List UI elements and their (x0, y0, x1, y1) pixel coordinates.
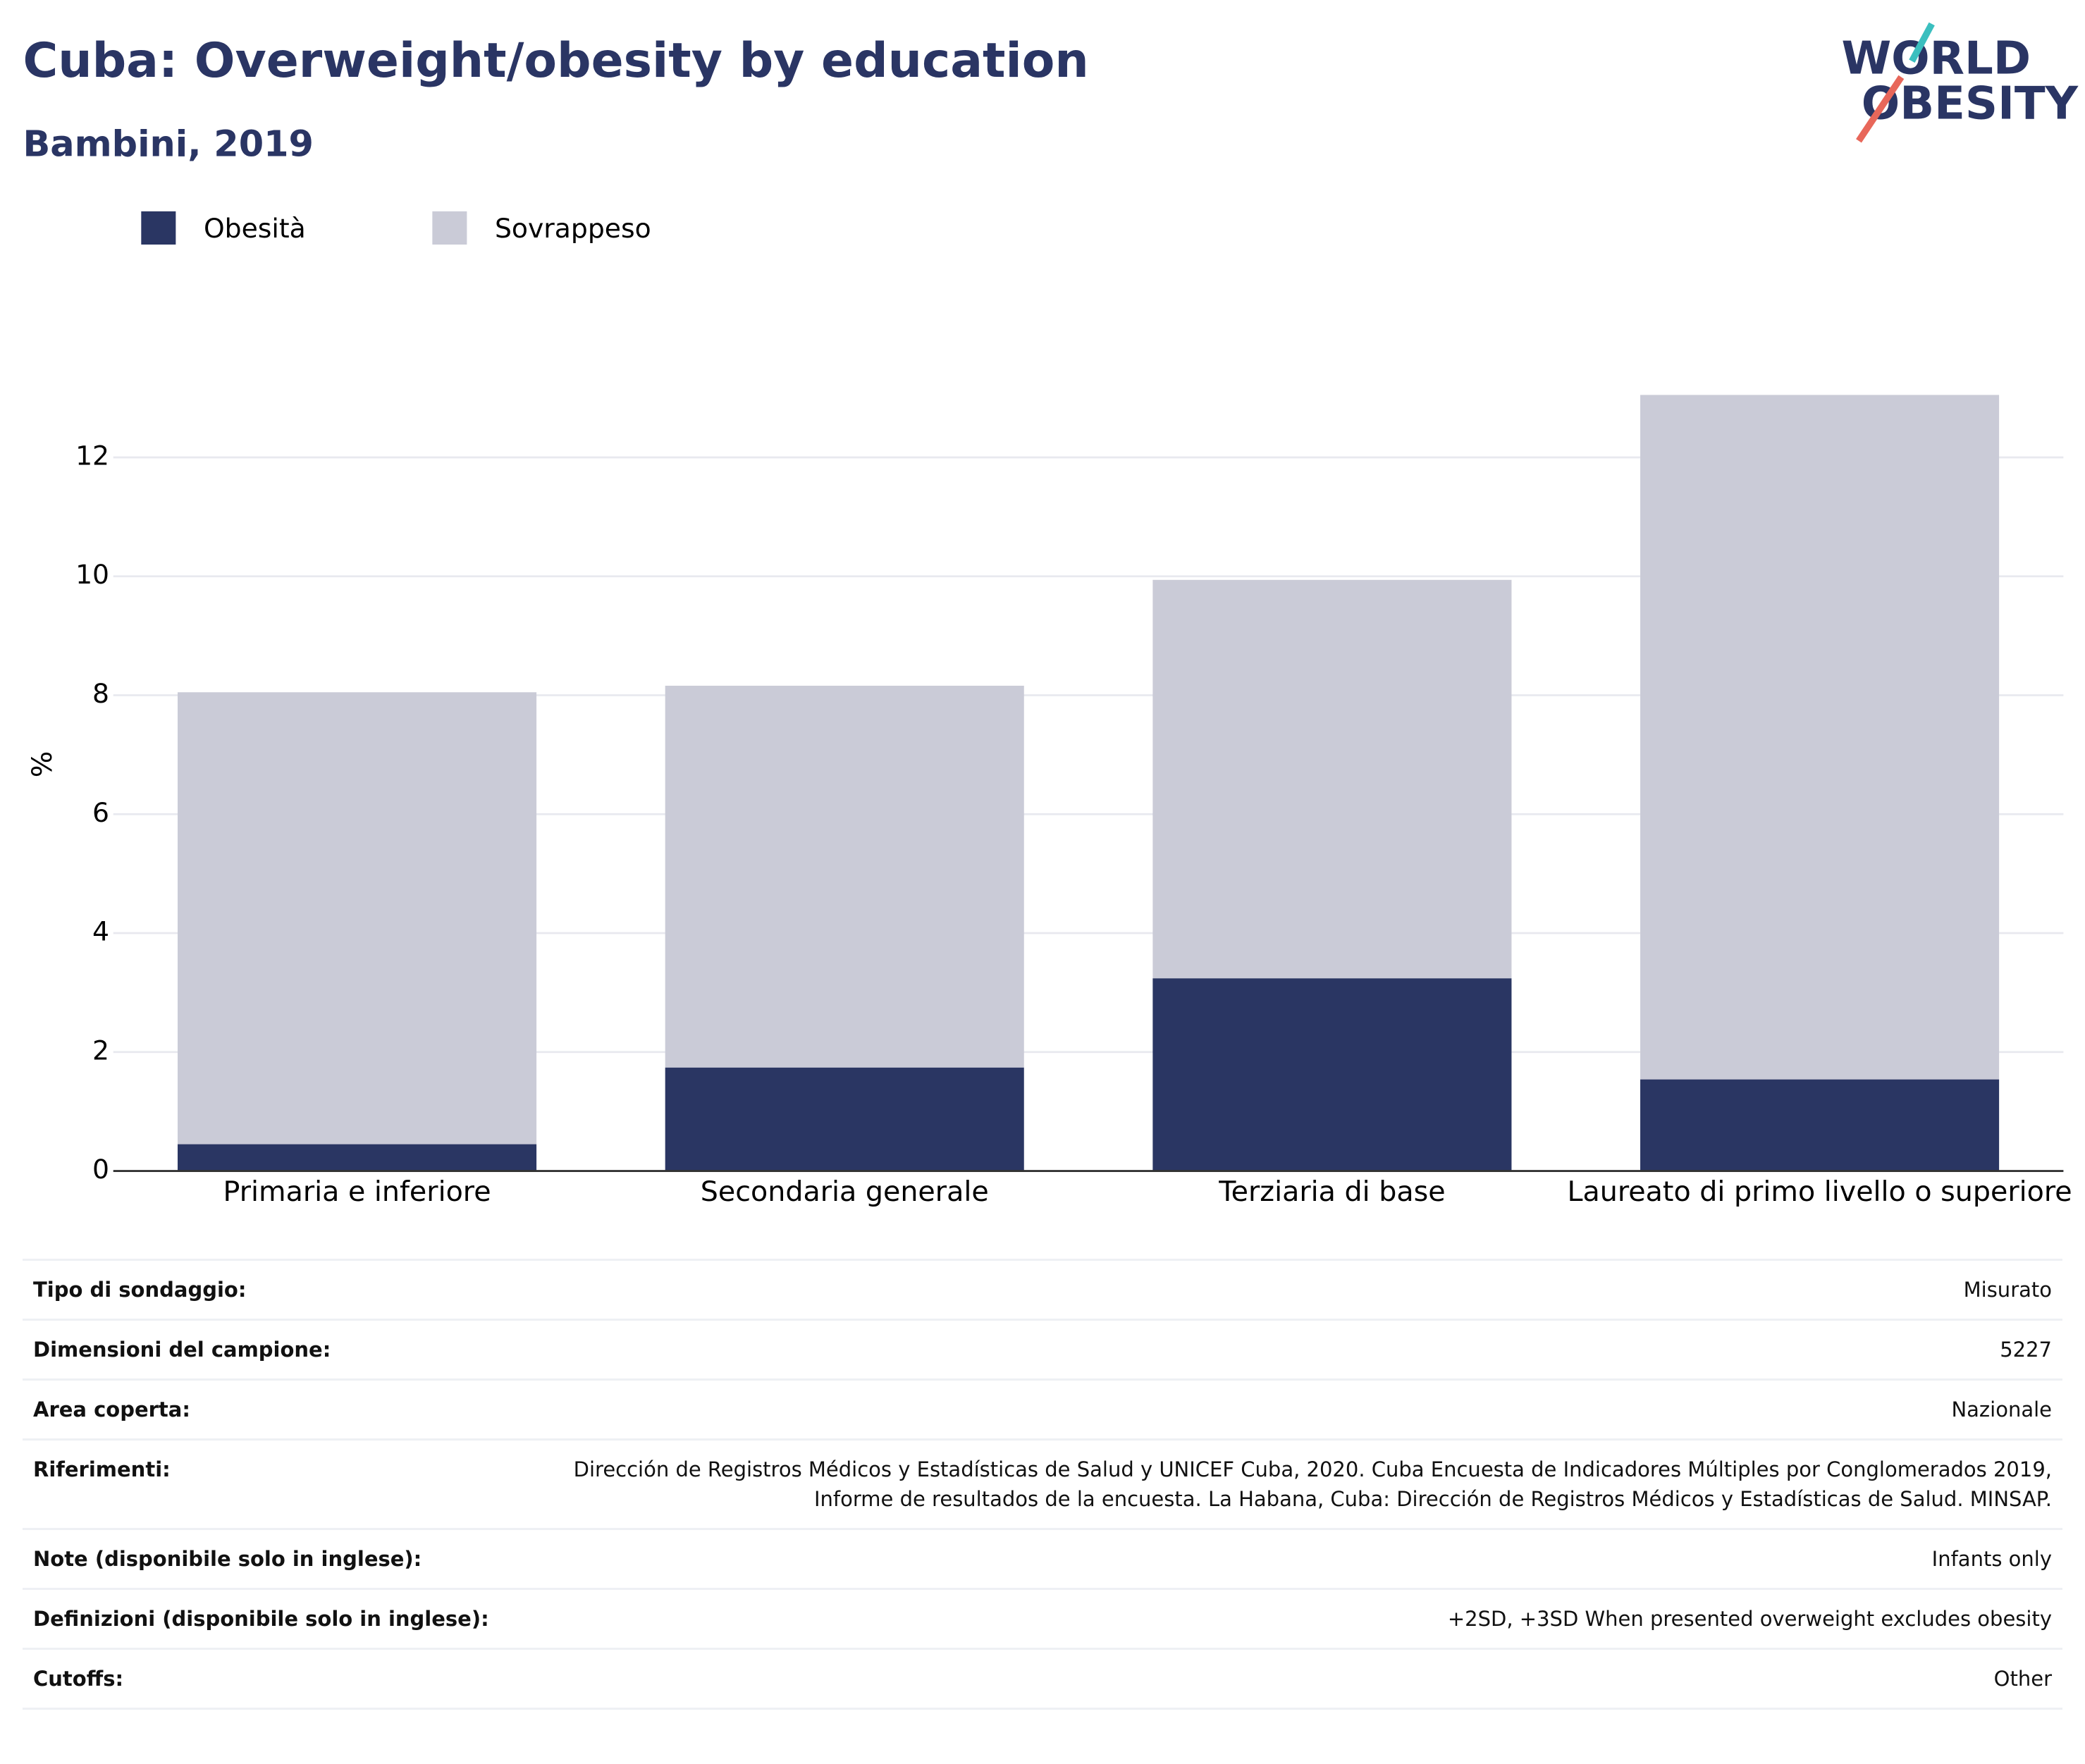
row-label: Area coperta: (33, 1398, 190, 1421)
y-tick-label: 4 (92, 916, 109, 947)
row-value: +2SD, +3SD When presented overweight exc… (1447, 1607, 2052, 1631)
logo: WORLD OBESITY (1841, 22, 2079, 143)
row-value: Nazionale (1951, 1398, 2052, 1421)
chart: Cuba: Overweight/obesity by education Ba… (23, 22, 2079, 1208)
legend-label: Sovrappeso (495, 213, 651, 244)
bar-segment (1152, 978, 1512, 1171)
row-value: Misurato (1963, 1278, 2052, 1302)
y-tick-label: 6 (92, 797, 109, 828)
legend-swatch (432, 211, 467, 245)
table-row: Note (disponibile solo in inglese): Infan… (23, 1530, 2062, 1590)
bar-segment (1152, 579, 1512, 979)
y-axis-label: % (26, 751, 59, 778)
bar-segment (665, 685, 1024, 1068)
logo-slash (1909, 22, 1935, 63)
bar-segment (1640, 395, 2000, 1080)
row-value: Infants only (1931, 1547, 2052, 1571)
x-tick-label: Terziaria di base (1218, 1176, 1445, 1208)
logo-text: WORLD (1841, 32, 2031, 85)
bar-segment (178, 1144, 537, 1171)
legend-swatch (141, 211, 176, 245)
row-label: Cutoffs: (33, 1667, 124, 1691)
row-label: Riferimenti: (33, 1457, 171, 1481)
logo-slash (1856, 75, 1905, 143)
bar-segment (1640, 1079, 2000, 1171)
table-row: Cutoffs: Other (23, 1650, 2062, 1710)
y-tick-label: 10 (75, 559, 109, 590)
row-label: Note (disponibile solo in inglese): (33, 1547, 422, 1571)
row-label: Dimensioni del campione: (33, 1338, 331, 1362)
y-tick-label: 12 (75, 440, 109, 471)
table-row: Definizioni (disponibile solo in inglese… (23, 1590, 2062, 1650)
x-tick-label: Secondaria generale (701, 1176, 989, 1208)
y-tick-label: 0 (92, 1154, 109, 1185)
table-row: Dimensioni del campione: 5227 (23, 1321, 2062, 1381)
table-row: Area coperta: Nazionale (23, 1381, 2062, 1441)
row-label: Tipo di sondaggio: (33, 1278, 247, 1302)
x-tick-label: Primaria e inferiore (223, 1176, 491, 1208)
legend-label: Obesità (204, 213, 306, 244)
y-tick-label: 8 (92, 678, 109, 709)
chart-title: Cuba: Overweight/obesity by education (23, 33, 1088, 89)
table-row: Riferimenti: Dirección de Registros Médic… (23, 1441, 2062, 1530)
row-label: Definizioni (disponibile solo in inglese… (33, 1607, 489, 1631)
bar-segment (178, 692, 537, 1145)
table-row: Tipo di sondaggio: Misurato (23, 1261, 2062, 1321)
row-value: Other (1993, 1667, 2052, 1691)
x-tick-label: Laureato di primo livello o superiore (1567, 1176, 2072, 1208)
bar-segment (665, 1067, 1024, 1171)
chart-subtitle: Bambini, 2019 (23, 123, 314, 165)
y-tick-label: 2 (92, 1035, 109, 1066)
row-value: 5227 (2000, 1338, 2052, 1362)
info-table: Tipo di sondaggio: Misurato Dimensioni del… (23, 1259, 2062, 1710)
row-value: Dirección de Registros Médicos y Estadís… (573, 1457, 2052, 1511)
